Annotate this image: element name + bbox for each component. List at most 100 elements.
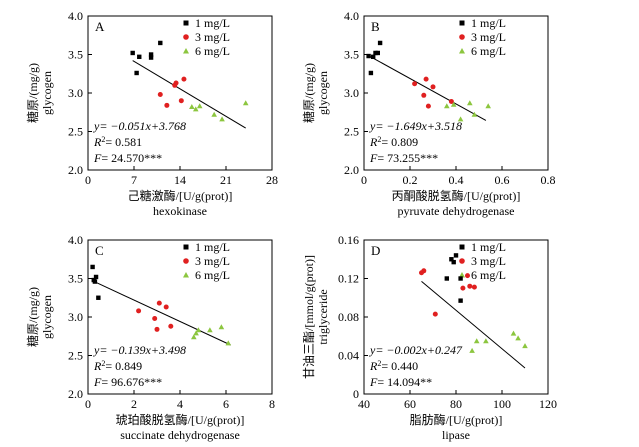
data-point-6mgl — [225, 340, 232, 346]
panel-letter: B — [371, 19, 380, 34]
data-point-3mgl — [154, 326, 160, 332]
y-axis-label-cn: 糖原/(mg/g) — [25, 63, 40, 123]
regression-equation: y= −0.002x+0.247 — [369, 343, 463, 357]
data-point-6mgl — [483, 338, 489, 344]
data-point-6mgl — [192, 106, 199, 112]
data-point-6mgl — [196, 103, 203, 109]
f-symbol: F — [369, 375, 378, 389]
legend-marker-square — [183, 20, 189, 26]
data-point-1mgl — [377, 40, 383, 46]
y-tick-label: 3.5 — [344, 48, 359, 62]
legend-marker-triangle — [183, 272, 189, 278]
r-superscript: 2 — [101, 135, 105, 144]
legend-label: 3 mg/L — [471, 30, 506, 44]
legend-marker-square — [183, 244, 189, 250]
legend-marker-circle — [183, 258, 189, 264]
y-tick-label: 0.08 — [338, 310, 359, 324]
y-axis-label-en: glycogen — [40, 295, 54, 339]
data-point-1mgl — [451, 259, 456, 265]
data-point-1mgl — [449, 257, 454, 262]
data-point-3mgl — [425, 103, 431, 109]
y-tick-label: 4.0 — [68, 9, 83, 23]
regression-line — [421, 281, 526, 369]
legend-label: 1 mg/L — [195, 240, 230, 254]
data-point-6mgl — [522, 343, 528, 349]
data-point-6mgl — [189, 104, 195, 110]
data-point-3mgl — [163, 304, 169, 310]
data-point-1mgl — [130, 50, 135, 56]
f-value: = 73.255*** — [377, 151, 438, 165]
legend-marker-square — [459, 244, 465, 250]
y-tick-label: 4.0 — [344, 9, 359, 23]
data-point-6mgl — [467, 100, 473, 106]
r-squared-value: = 0.849 — [105, 359, 142, 373]
legend-label: 3 mg/L — [195, 30, 230, 44]
data-point-1mgl — [444, 276, 449, 281]
data-point-3mgl — [152, 316, 158, 322]
data-point-6mgl — [207, 327, 213, 333]
regression-line — [92, 280, 231, 346]
regression-equation: y= −0.051x+3.768 — [93, 119, 186, 133]
r-squared-text: R2= 0.581 — [93, 135, 142, 149]
data-point-1mgl — [458, 276, 463, 281]
data-point-6mgl — [450, 101, 457, 107]
data-point-1mgl — [93, 274, 99, 280]
regression-line — [368, 55, 487, 121]
regression-equation: y= −0.139x+3.498 — [93, 343, 186, 357]
r-superscript: 2 — [377, 135, 381, 144]
regression-equation: y= −1.649x+3.518 — [369, 119, 462, 133]
data-point-3mgl — [168, 323, 174, 329]
panel-letter: D — [371, 243, 380, 258]
f-symbol: F — [93, 375, 102, 389]
panel-b: 0 0.2 0.4 0.6 0.8 2.0 2.5 3.0 3.5 4.0 丙酮酸脱氢酶/[U/g(… — [301, 9, 556, 218]
r-squared-value: = 0.440 — [381, 359, 418, 373]
data-point-6mgl — [195, 327, 202, 333]
data-point-6mgl — [457, 116, 464, 122]
y-tick-label: 0 — [353, 387, 359, 401]
legend-label: 3 mg/L — [195, 254, 230, 268]
panel-letter: C — [95, 243, 104, 258]
legend-marker-circle — [183, 34, 189, 40]
x-axis-label-cn: 己糖激酶/[U/g(prot)] — [128, 188, 233, 203]
data-point-1mgl — [148, 52, 154, 57]
r-symbol: R — [93, 359, 102, 373]
x-axis-label-en: hexokinase — [153, 204, 207, 218]
x-tick-label: 60 — [404, 397, 416, 411]
data-point-1mgl — [375, 50, 380, 56]
x-tick-label: 0 — [361, 173, 367, 187]
x-axis-label-en: pyruvate dehydrogenase — [398, 204, 515, 218]
data-point-3mgl — [465, 273, 470, 279]
y-tick-label: 0.16 — [338, 233, 359, 247]
x-tick-label: 14 — [174, 173, 186, 187]
y-tick-label: 3.0 — [68, 310, 83, 324]
legend-label: 6 mg/L — [195, 44, 230, 58]
f-statistic-text: F= 73.255*** — [369, 151, 438, 165]
data-point-1mgl — [92, 279, 98, 284]
y-axis-label-en: glycogen — [316, 71, 330, 115]
y-tick-label: 3.5 — [68, 48, 83, 62]
r-symbol: R — [369, 359, 378, 373]
data-point-6mgl — [193, 330, 199, 336]
x-tick-label: 80 — [450, 397, 462, 411]
data-point-6mgl — [469, 347, 475, 353]
data-point-1mgl — [366, 53, 371, 59]
x-tick-label: 2 — [131, 397, 137, 411]
x-tick-label: 0.6 — [495, 173, 510, 187]
data-point-6mgl — [444, 103, 450, 109]
data-point-3mgl — [423, 76, 429, 82]
y-tick-label: 4.0 — [68, 233, 83, 247]
legend-marker-square — [459, 20, 465, 26]
x-tick-label: 7 — [131, 173, 137, 187]
data-point-3mgl — [421, 268, 427, 274]
y-tick-label: 2.5 — [68, 349, 83, 363]
r-squared-value: = 0.581 — [105, 135, 142, 149]
f-statistic-text: F= 96.676*** — [93, 375, 162, 389]
data-point-1mgl — [148, 55, 154, 60]
data-point-3mgl — [157, 92, 163, 98]
r-symbol: R — [93, 135, 102, 149]
y-axis-label-cn: 糖原/(mg/g) — [301, 63, 316, 123]
x-tick-label: 0 — [85, 173, 91, 187]
data-point-1mgl — [134, 70, 139, 76]
data-point-3mgl — [448, 98, 454, 104]
